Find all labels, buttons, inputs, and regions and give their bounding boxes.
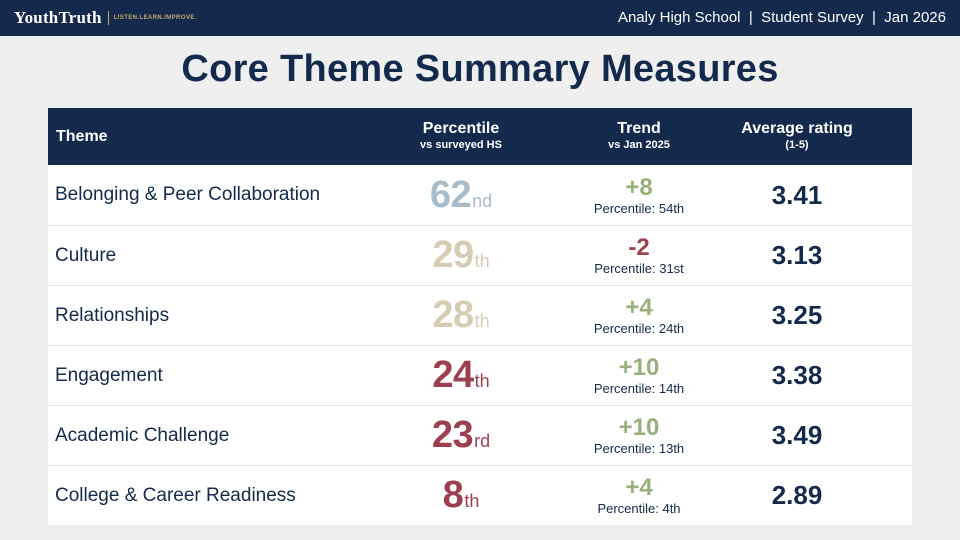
trend-value: +10 (618, 354, 660, 381)
table-row: College & Career Readiness 8th +4 Percen… (48, 465, 912, 525)
header-trend-sub: vs Jan 2025 (608, 139, 670, 151)
trend-value: -2 (628, 234, 650, 261)
percentile-value: 24th (396, 354, 526, 397)
theme-name: Relationships (55, 304, 170, 326)
trend-detail: Percentile: 54th (593, 200, 685, 216)
table-row: Relationships 28th +4 Percentile: 24th 3… (48, 285, 912, 345)
table-row: Belonging & Peer Collaboration 62nd +8 P… (48, 165, 912, 225)
survey-date: Jan 2026 (884, 9, 946, 26)
header-separator: | (872, 9, 876, 26)
percentile-suffix: th (474, 251, 490, 271)
table-body: Belonging & Peer Collaboration 62nd +8 P… (48, 165, 912, 525)
logo-divider (107, 11, 109, 25)
trend-cell: +8 Percentile: 54th (576, 173, 702, 216)
average-rating: 3.41 (771, 179, 823, 210)
trend-cell: -2 Percentile: 31st (576, 234, 702, 277)
header-trend-label: Trend (617, 120, 661, 137)
theme-name: Engagement (55, 364, 163, 386)
logo-tagline: LISTEN.LEARN.IMPROVE. (113, 15, 197, 21)
header-average-label: Average rating (741, 120, 853, 137)
percentile-suffix: th (474, 371, 490, 391)
trend-detail: Percentile: 13th (593, 441, 685, 456)
trend-detail: Percentile: 4th (597, 501, 681, 516)
header-percentile-sub: vs surveyed HS (420, 139, 502, 151)
percentile-suffix: nd (472, 190, 493, 211)
trend-cell: +4 Percentile: 4th (576, 474, 702, 517)
trend-value: +4 (625, 294, 653, 321)
table-row: Culture 29th -2 Percentile: 31st 3.13 (48, 225, 912, 285)
percentile-number: 8 (442, 474, 464, 516)
percentile-number: 23 (431, 414, 474, 456)
summary-table: Theme Percentile vs surveyed HS Trend vs… (48, 108, 912, 525)
trend-cell: +10 Percentile: 13th (576, 414, 702, 457)
header-meta: Analy High School | Student Survey | Jan… (618, 9, 946, 26)
trend-detail: Percentile: 24th (593, 321, 685, 336)
trend-cell: +4 Percentile: 24th (576, 294, 702, 337)
average-rating: 3.13 (771, 240, 823, 270)
percentile-value: 23rd (396, 414, 526, 457)
percentile-value: 28th (396, 294, 526, 337)
average-rating: 3.49 (771, 420, 823, 450)
theme-name: Academic Challenge (55, 424, 230, 446)
top-bar: YouthTruth LISTEN.LEARN.IMPROVE. Analy H… (0, 0, 960, 36)
page-title: Core Theme Summary Measures (181, 48, 779, 90)
header-percentile: Percentile vs surveyed HS (396, 120, 526, 153)
average-rating: 3.25 (771, 300, 823, 330)
percentile-number: 29 (432, 234, 474, 276)
theme-name: Belonging & Peer Collaboration (55, 184, 321, 205)
table-row: Engagement 24th +10 Percentile: 14th 3.3… (48, 345, 912, 405)
theme-name: College & Career Readiness (55, 484, 296, 506)
percentile-suffix: rd (474, 431, 491, 451)
average-rating: 3.38 (771, 360, 823, 390)
trend-detail: Percentile: 31st (594, 261, 684, 276)
trend-detail: Percentile: 14th (593, 381, 685, 396)
trend-value: +10 (618, 414, 660, 441)
percentile-number: 24 (432, 354, 474, 396)
percentile-value: 8th (396, 474, 526, 517)
survey-name: Student Survey (761, 9, 864, 26)
school-name: Analy High School (617, 9, 741, 26)
logo-wordmark: YouthTruth (14, 8, 102, 27)
percentile-value: 29th (396, 234, 526, 277)
percentile-value: 62nd (396, 174, 526, 217)
header-average-sub: (1-5) (785, 139, 809, 151)
percentile-number: 62 (429, 173, 472, 216)
percentile-number: 28 (432, 294, 474, 336)
trend-value: +4 (625, 474, 653, 501)
trend-value: +8 (625, 173, 653, 201)
header-trend: Trend vs Jan 2025 (576, 120, 702, 153)
trend-cell: +10 Percentile: 14th (576, 354, 702, 397)
header-theme: Theme (56, 127, 108, 145)
header-average: Average rating (1-5) (712, 120, 882, 153)
table-header: Theme Percentile vs surveyed HS Trend vs… (48, 108, 912, 165)
youthtruth-logo: YouthTruth LISTEN.LEARN.IMPROVE. (14, 8, 197, 28)
percentile-suffix: th (474, 311, 490, 331)
theme-name: Culture (55, 244, 117, 266)
average-rating: 2.89 (771, 480, 823, 510)
percentile-suffix: th (464, 491, 480, 511)
header-percentile-label: Percentile (422, 120, 500, 137)
table-row: Academic Challenge 23rd +10 Percentile: … (48, 405, 912, 465)
header-separator: | (748, 9, 753, 26)
